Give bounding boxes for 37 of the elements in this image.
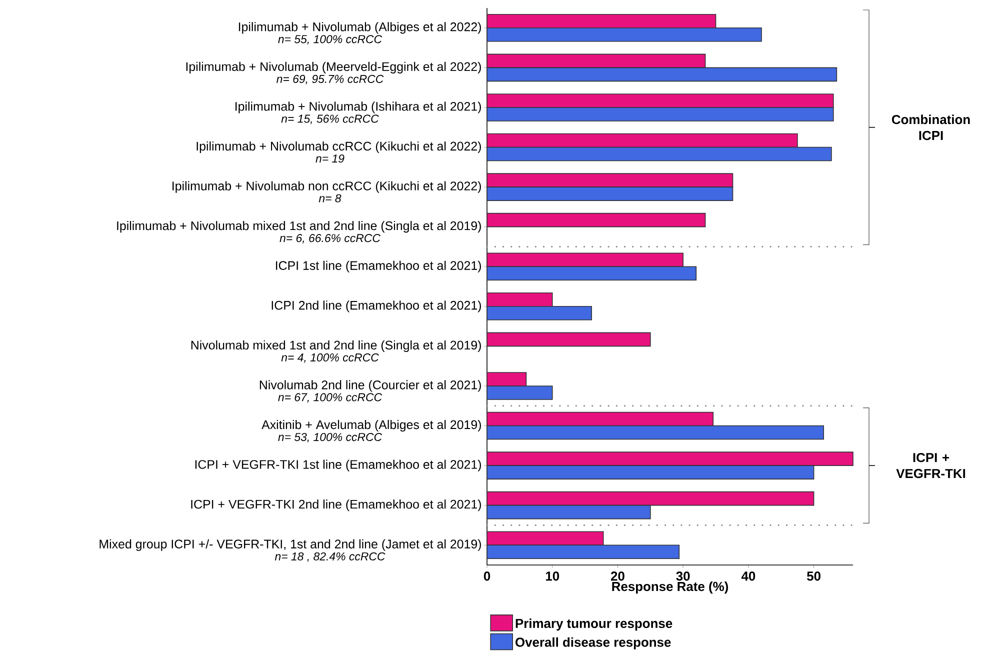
x-tick-label: 0 — [484, 572, 490, 581]
y-tick-label: Nivolumab mixed 1st and 2nd line (Singla et al 2019) — [191, 340, 481, 352]
y-tick-label: Mixed group ICPI +/- VEGFR-TKI, 1st and 2nd line (Jamet et al 2019) — [100, 539, 481, 551]
text: n= 6, 66.6% ccRCC — [280, 234, 381, 244]
y-tick-label: Ipilimumab + Nivolumab ccRCC (Kikuchi et al 2022) — [196, 141, 481, 154]
y-tick-label: Ipilimumab + Nivolumab (Ishihara et al 2021) — [236, 102, 481, 114]
y-tick-label: ICPI 2nd line (Emamekhoo et al 2021) — [272, 300, 481, 312]
y-tick-label: ICPI + VEGFR-TKI 1st line (Emamekhoo et al 2021) — [195, 460, 481, 472]
y-tick-label: ICPI 1st line (Emamekhoo et al 2021) — [276, 260, 481, 272]
text: n= 19 — [316, 154, 344, 163]
x-tick-label: 20 — [610, 572, 624, 581]
text: ICPI + VEGFR-TKI — [896, 452, 966, 478]
y-tick-label: ICPI + VEGFR-TKI 2nd line (Emamekhoo et al 2021) — [191, 500, 481, 512]
x-tick-label: 40 — [741, 572, 756, 581]
bar — [486, 212, 706, 228]
x-tick-label: 30 — [676, 572, 690, 581]
text: n= 67, 100% ccRCC — [278, 393, 382, 403]
text: n= 53, 100% ccRCC — [278, 432, 382, 442]
y-tick-label: Axitinib + Avelumab (Albiges et al 2019) — [262, 420, 481, 432]
text: n= 8 — [318, 194, 342, 202]
text: n= 69, 95.7% ccRCC — [276, 74, 384, 84]
x-tick-label: 10 — [546, 572, 560, 581]
y-tick-label: Ipilimumab + Nivolumab mixed 1st and 2nd line (Singla et al 2019) — [117, 221, 481, 233]
bar — [486, 332, 651, 347]
legend-label: Primary tumour response — [516, 618, 672, 631]
text: n= 4, 100% ccRCC — [281, 353, 379, 363]
y-tick-label: Ipilimumab + Nivolumab (Albiges et al 2022) — [238, 22, 481, 34]
y-tick-label: Nivolumab 2nd line (Courcier et al 2021) — [260, 380, 481, 392]
x-axis-title: Response Rate (%) — [612, 582, 728, 594]
text: n= 15, 56% ccRCC — [281, 114, 379, 124]
text: n= 55, 100% ccRCC — [278, 35, 382, 45]
y-tick-label: Ipilimumab + Nivolumab non ccRCC (Kikuchi et al 2022) — [172, 181, 481, 193]
text: Combination ICPI — [892, 114, 970, 140]
x-tick-label: 50 — [806, 572, 820, 581]
text: n= 18 , 82.4% ccRCC — [274, 552, 386, 562]
y-tick-label: Ipilimumab + Nivolumab (Meerveld-Eggink et al 2022) — [186, 62, 481, 74]
legend-label: Overall disease response — [516, 637, 671, 650]
